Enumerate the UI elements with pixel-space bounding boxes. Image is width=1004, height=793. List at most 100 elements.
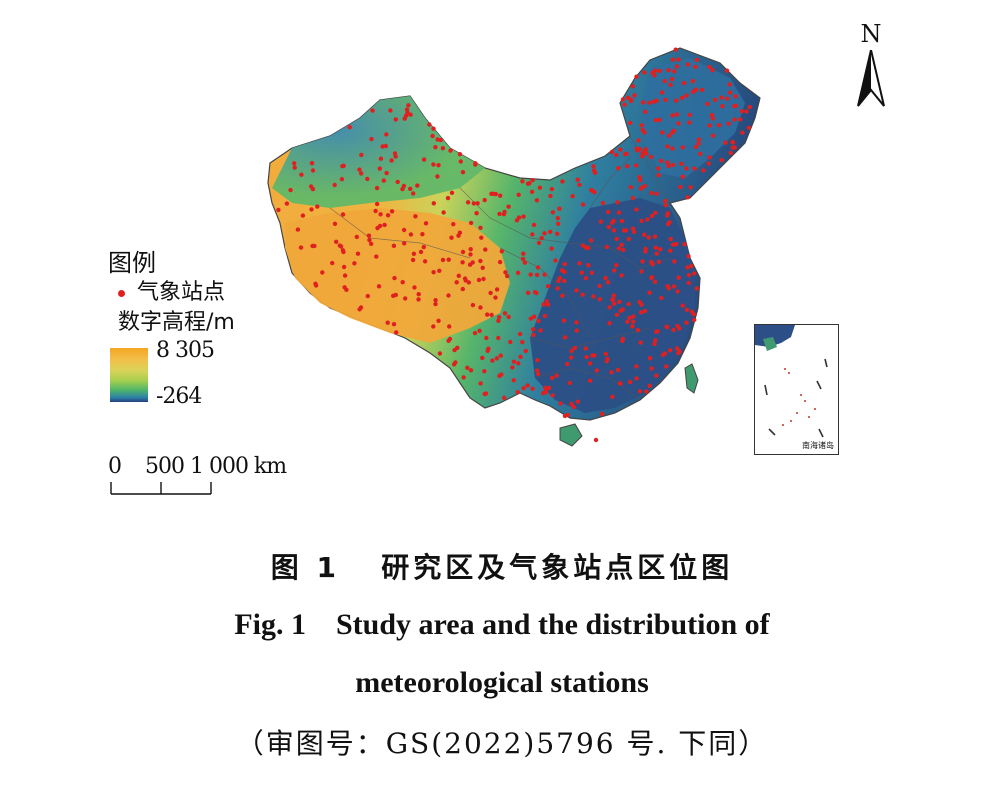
- station-point: [365, 176, 370, 182]
- station-point: [408, 112, 413, 117]
- station-point: [647, 290, 652, 295]
- station-point: [692, 271, 697, 276]
- station-point: [549, 375, 555, 381]
- station-point: [707, 155, 712, 160]
- station-point: [659, 90, 665, 95]
- station-point: [485, 312, 490, 317]
- station-point: [665, 213, 670, 218]
- station-point: [572, 345, 578, 351]
- station-point: [710, 68, 715, 73]
- station-point: [621, 247, 626, 253]
- station-point: [423, 221, 429, 226]
- station-point: [460, 260, 465, 265]
- station-point: [589, 238, 594, 243]
- station-point: [520, 256, 526, 262]
- station-point: [310, 168, 316, 173]
- station-point: [359, 171, 364, 176]
- station-point: [436, 318, 441, 323]
- station-point: [531, 332, 536, 338]
- station-point: [583, 276, 589, 281]
- station-point: [530, 178, 535, 183]
- station-point: [515, 390, 520, 395]
- station-point: [654, 251, 659, 256]
- station-point: [709, 112, 715, 118]
- station-point: [502, 311, 508, 316]
- station-point: [340, 248, 346, 253]
- station-point: [516, 215, 522, 220]
- station-point: [589, 187, 594, 193]
- station-point: [648, 154, 654, 160]
- station-point: [373, 208, 378, 214]
- station-point: [592, 190, 597, 195]
- station-point: [621, 228, 627, 233]
- station-point: [476, 277, 482, 283]
- station-point: [554, 373, 559, 378]
- station-point: [408, 186, 413, 191]
- station-point: [597, 297, 602, 302]
- station-point: [600, 200, 606, 206]
- station-point: [639, 123, 644, 128]
- station-point: [489, 191, 494, 196]
- station-point: [525, 383, 530, 388]
- station-point: [511, 359, 517, 364]
- station-point: [418, 249, 424, 255]
- station-point: [652, 234, 658, 239]
- scale-bar-graphic: [110, 482, 212, 495]
- station-point: [410, 257, 416, 263]
- station-point: [575, 177, 580, 182]
- station-point: [502, 395, 507, 400]
- station-point: [421, 244, 426, 250]
- station-point: [441, 210, 446, 215]
- station-point: [352, 261, 357, 266]
- station-point: [685, 265, 690, 270]
- station-point: [431, 162, 436, 167]
- station-point: [470, 302, 476, 308]
- station-point: [536, 240, 542, 246]
- station-point: [510, 365, 515, 370]
- map-figure: N 图例 气象站点 数字高程/m 8 305 -264 0 500 1 000 …: [30, 8, 940, 508]
- station-point: [619, 218, 625, 224]
- station-point: [342, 273, 348, 278]
- station-point: [501, 212, 507, 217]
- station-point: [732, 104, 737, 109]
- station-point: [640, 100, 646, 105]
- station-point: [665, 284, 670, 289]
- station-points: [276, 47, 752, 443]
- station-point: [642, 183, 648, 189]
- station-point: [579, 270, 584, 275]
- station-point: [309, 207, 314, 212]
- station-point: [377, 166, 382, 171]
- station-point: [413, 214, 418, 219]
- station-point: [525, 181, 531, 186]
- station-point: [433, 298, 438, 303]
- station-point: [403, 113, 409, 118]
- station-point: [606, 209, 611, 215]
- station-point: [606, 224, 612, 230]
- station-point: [584, 354, 589, 360]
- station-point: [383, 143, 388, 149]
- station-point: [626, 236, 631, 242]
- station-point: [475, 201, 480, 206]
- station-point: [650, 70, 655, 75]
- station-point: [456, 233, 461, 238]
- station-point: [505, 273, 510, 279]
- station-point: [611, 293, 616, 298]
- station-point: [555, 216, 560, 221]
- north-label: N: [860, 20, 882, 48]
- station-point: [611, 301, 617, 306]
- station-point: [630, 319, 636, 324]
- station-point: [630, 324, 635, 329]
- station-point: [555, 231, 560, 236]
- station-point: [490, 358, 495, 363]
- station-point: [542, 313, 548, 319]
- station-point: [542, 231, 547, 236]
- station-point: [707, 123, 712, 128]
- station-point: [395, 179, 400, 185]
- station-point: [723, 140, 728, 145]
- station-point: [614, 236, 619, 242]
- station-point: [663, 198, 668, 204]
- station-point: [553, 258, 558, 263]
- station-point: [658, 247, 663, 252]
- station-point: [653, 210, 658, 215]
- map-legend: 图例 气象站点 数字高程/m 8 305 -264: [108, 248, 308, 409]
